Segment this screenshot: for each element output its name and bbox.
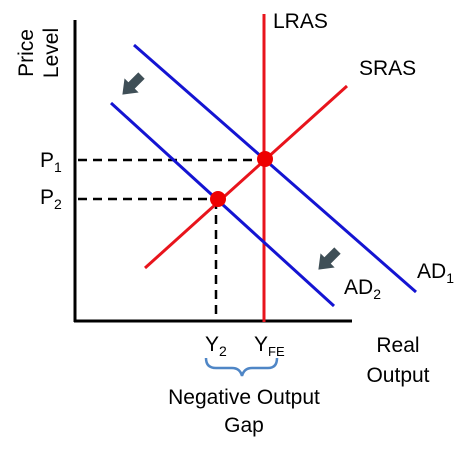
sras-curve [143, 84, 349, 270]
shift-arrow-lower-icon [318, 247, 341, 270]
ad1-label: AD1 [417, 260, 454, 286]
sras-label: SRAS [359, 57, 416, 80]
gap-label-line1: Negative Output [168, 386, 320, 409]
ad1-label-base: AD [417, 260, 446, 283]
x-axis-label-output: Output [366, 364, 429, 387]
output-gap-bracket [204, 357, 279, 377]
equilibrium-point-2 [210, 191, 226, 207]
y2-label: Y2 [205, 333, 227, 359]
y-axis-label-level: Level [40, 28, 63, 78]
yfe-label-sub: FE [268, 344, 285, 359]
p2-label: P2 [40, 186, 62, 212]
ad2-label: AD2 [344, 276, 381, 302]
y2-label-base: Y [205, 333, 219, 356]
equilibrium-point-1 [257, 151, 273, 167]
ad2-label-sub: 2 [373, 286, 381, 302]
yfe-label: YFE [254, 333, 285, 359]
x-axis-label-real: Real [376, 334, 419, 357]
p1-label-base: P [40, 149, 54, 172]
y-axis-label-price: Price [15, 29, 38, 77]
yfe-label-base: Y [254, 333, 268, 356]
p2-label-sub: 2 [54, 196, 62, 212]
gap-label-line2: Gap [224, 414, 264, 437]
ad1-curve [133, 43, 417, 294]
p1-label-sub: 1 [54, 159, 62, 175]
p2-label-base: P [40, 186, 54, 209]
shift-arrow-upper-icon [122, 72, 145, 95]
lras-label: LRAS [273, 10, 328, 33]
ad2-label-base: AD [344, 276, 373, 299]
p1-label: P1 [40, 149, 62, 175]
y-axis-label: Price Level [15, 28, 63, 78]
y2-label-sub: 2 [219, 343, 227, 359]
ad1-label-sub: 1 [446, 270, 454, 286]
